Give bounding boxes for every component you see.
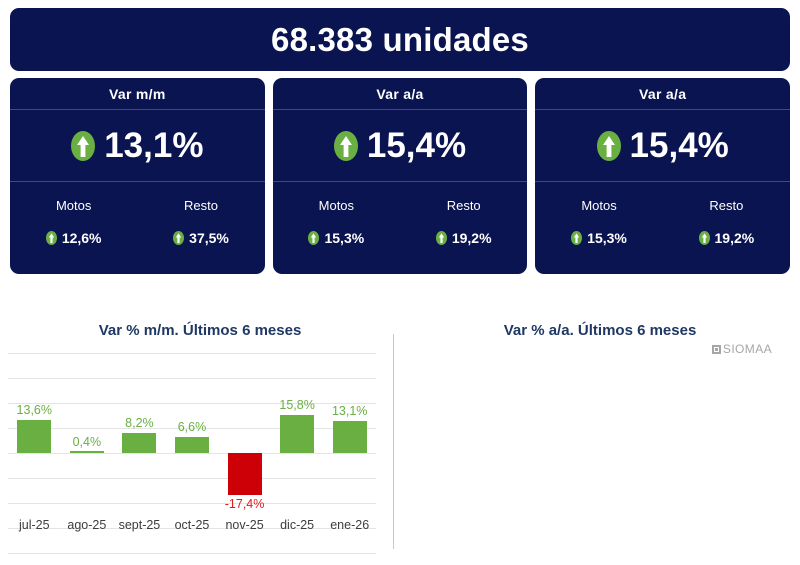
gridline: [8, 553, 376, 554]
kpi-breakdown-value: 12,6%: [61, 230, 102, 246]
kpi-breakdown-label: Motos: [55, 198, 92, 213]
header-section: 68.383 unidades: [0, 0, 800, 71]
kpi-breakdown-motos: Motos 12,6%: [10, 182, 137, 274]
kpi-breakdown-value-row: 37,5%: [173, 230, 229, 246]
kpi-breakdown-value: 19,2%: [451, 230, 492, 246]
kpi-breakdown-label: Resto: [446, 198, 481, 213]
x-axis-tick-label: ago-25: [67, 518, 107, 532]
kpi-main-value: 15,4%: [629, 126, 729, 165]
kpi-breakdown-value-row: 12,6%: [45, 230, 102, 246]
watermark-siomaa: SIOMAA: [711, 342, 772, 356]
kpi-breakdown-value: 15,3%: [587, 230, 627, 246]
chart-panel-var-aa: Var % a/a. Últimos 6 meses SIOMAA 35,2%j…: [400, 312, 800, 565]
chart-divider: [393, 334, 394, 549]
bar-value-label: 6,6%: [177, 420, 207, 435]
bar[interactable]: [280, 414, 315, 453]
kpi-card-main: 13,1%: [10, 110, 265, 182]
chart-panel-var-mm: Var % m/m. Últimos 6 meses 13,6% jul-25 0,…: [0, 312, 400, 565]
chart-title: Var % a/a. Últimos 6 meses: [503, 322, 697, 339]
x-axis-tick-label: nov-25: [225, 518, 264, 532]
kpi-breakdown-label: Resto: [709, 198, 744, 213]
kpi-breakdown-resto: Resto 37,5%: [137, 182, 264, 274]
kpi-breakdown-motos: Motos 15,3%: [273, 182, 400, 274]
chart-title: Var % m/m. Últimos 6 meses: [98, 322, 302, 339]
kpi-card-title: Var a/a: [639, 85, 687, 102]
page-title: 68.383 unidades: [271, 20, 529, 58]
kpi-breakdown-value-row: 15,3%: [308, 230, 364, 246]
arrow-up-circle-icon: [435, 231, 447, 245]
gridline: [8, 478, 376, 479]
kpi-cards-row: Var m/m 13,1% Motos 12,6% Resto: [0, 71, 800, 274]
bar-chart-var-aa[interactable]: 35,2%jul-250,0%ago-2546,1%sept-2536,4%oc…: [400, 312, 800, 565]
kpi-breakdown-label: Resto: [184, 198, 218, 213]
kpi-breakdown-resto: Resto 19,2%: [663, 182, 790, 274]
kpi-main-value: 13,1%: [104, 126, 204, 165]
bar-value-label: 0,4%: [72, 435, 102, 450]
kpi-breakdown-value-row: 15,3%: [571, 230, 627, 246]
kpi-card-breakdown: Motos 15,3% Resto 19,2%: [273, 182, 528, 274]
x-axis-tick-label: sept-25: [118, 518, 161, 532]
bar[interactable]: [17, 420, 52, 453]
kpi-card-main: 15,4%: [272, 110, 528, 182]
gridline: [8, 428, 376, 429]
bar-value-label: 8,2%: [125, 416, 154, 431]
arrow-up-circle-icon: [71, 130, 96, 161]
arrow-up-circle-icon: [698, 231, 710, 245]
kpi-breakdown-value: 15,3%: [324, 230, 365, 246]
kpi-card-var-aa-2[interactable]: Var a/a 15,4% Motos 15,3% Resto: [535, 78, 791, 274]
x-axis-tick-label: ene-26: [330, 518, 370, 532]
kpi-breakdown-value: 37,5%: [189, 230, 229, 246]
x-axis-tick-label: dic-25: [280, 518, 315, 532]
bar-value-label: 15,8%: [279, 397, 315, 412]
bar[interactable]: [227, 453, 262, 496]
kpi-card-main: 15,4%: [535, 110, 791, 182]
bar[interactable]: [122, 433, 157, 453]
gridline: [8, 378, 376, 379]
bar[interactable]: [332, 421, 367, 453]
kpi-card-title: Var m/m: [109, 85, 166, 102]
kpi-card-header: Var a/a: [535, 78, 791, 110]
watermark-label: SIOMAA: [722, 342, 772, 356]
kpi-breakdown-value-row: 19,2%: [435, 230, 492, 246]
kpi-breakdown-value: 19,2%: [714, 230, 755, 246]
kpi-card-title: Var a/a: [376, 85, 424, 102]
arrow-up-circle-icon: [571, 231, 583, 245]
gridline: [8, 503, 376, 504]
header-banner: 68.383 unidades: [10, 8, 790, 71]
bar-value-label: -17,4%: [224, 497, 265, 512]
arrow-up-circle-icon: [45, 231, 57, 245]
kpi-card-var-mm[interactable]: Var m/m 13,1% Motos 12,6% Resto: [10, 78, 265, 274]
kpi-main-value: 15,4%: [366, 126, 467, 165]
arrow-up-circle-icon: [308, 231, 320, 245]
arrow-up-circle-icon: [173, 231, 185, 245]
gridline: [8, 528, 376, 529]
gridline: [8, 353, 376, 354]
arrow-up-circle-icon: [333, 130, 358, 161]
kpi-breakdown-label: Motos: [318, 198, 355, 213]
gridline: [8, 453, 376, 454]
arrow-up-circle-icon: [596, 130, 621, 161]
kpi-card-breakdown: Motos 15,3% Resto 19,2%: [535, 182, 790, 274]
charts-section: Var % m/m. Últimos 6 meses 13,6% jul-25 0,…: [0, 312, 800, 565]
kpi-breakdown-value-row: 19,2%: [698, 230, 755, 246]
x-axis-tick-label: oct-25: [174, 518, 210, 532]
siomaa-square-icon: [711, 344, 721, 354]
bar-chart-var-mm[interactable]: 13,6% jul-25 0,4% ago-25 8,2% sept-25 6,6% oct-…: [0, 312, 400, 565]
bar[interactable]: [69, 451, 104, 453]
bar-value-label: 13,1%: [331, 404, 368, 419]
kpi-card-var-aa-1[interactable]: Var a/a 15,4% Motos 15,3% Resto: [272, 78, 528, 274]
gridline: [8, 403, 376, 404]
kpi-card-header: Var a/a: [272, 78, 528, 110]
bar-value-label: 13,6%: [16, 403, 52, 418]
x-axis-tick-label: jul-25: [18, 518, 50, 532]
kpi-breakdown-label: Motos: [581, 198, 617, 213]
kpi-card-header: Var m/m: [10, 78, 265, 110]
kpi-card-breakdown: Motos 12,6% Resto 37,5%: [10, 182, 265, 274]
kpi-breakdown-resto: Resto 19,2%: [400, 182, 527, 274]
kpi-breakdown-motos: Motos 15,3%: [535, 182, 662, 274]
bar[interactable]: [175, 437, 209, 453]
